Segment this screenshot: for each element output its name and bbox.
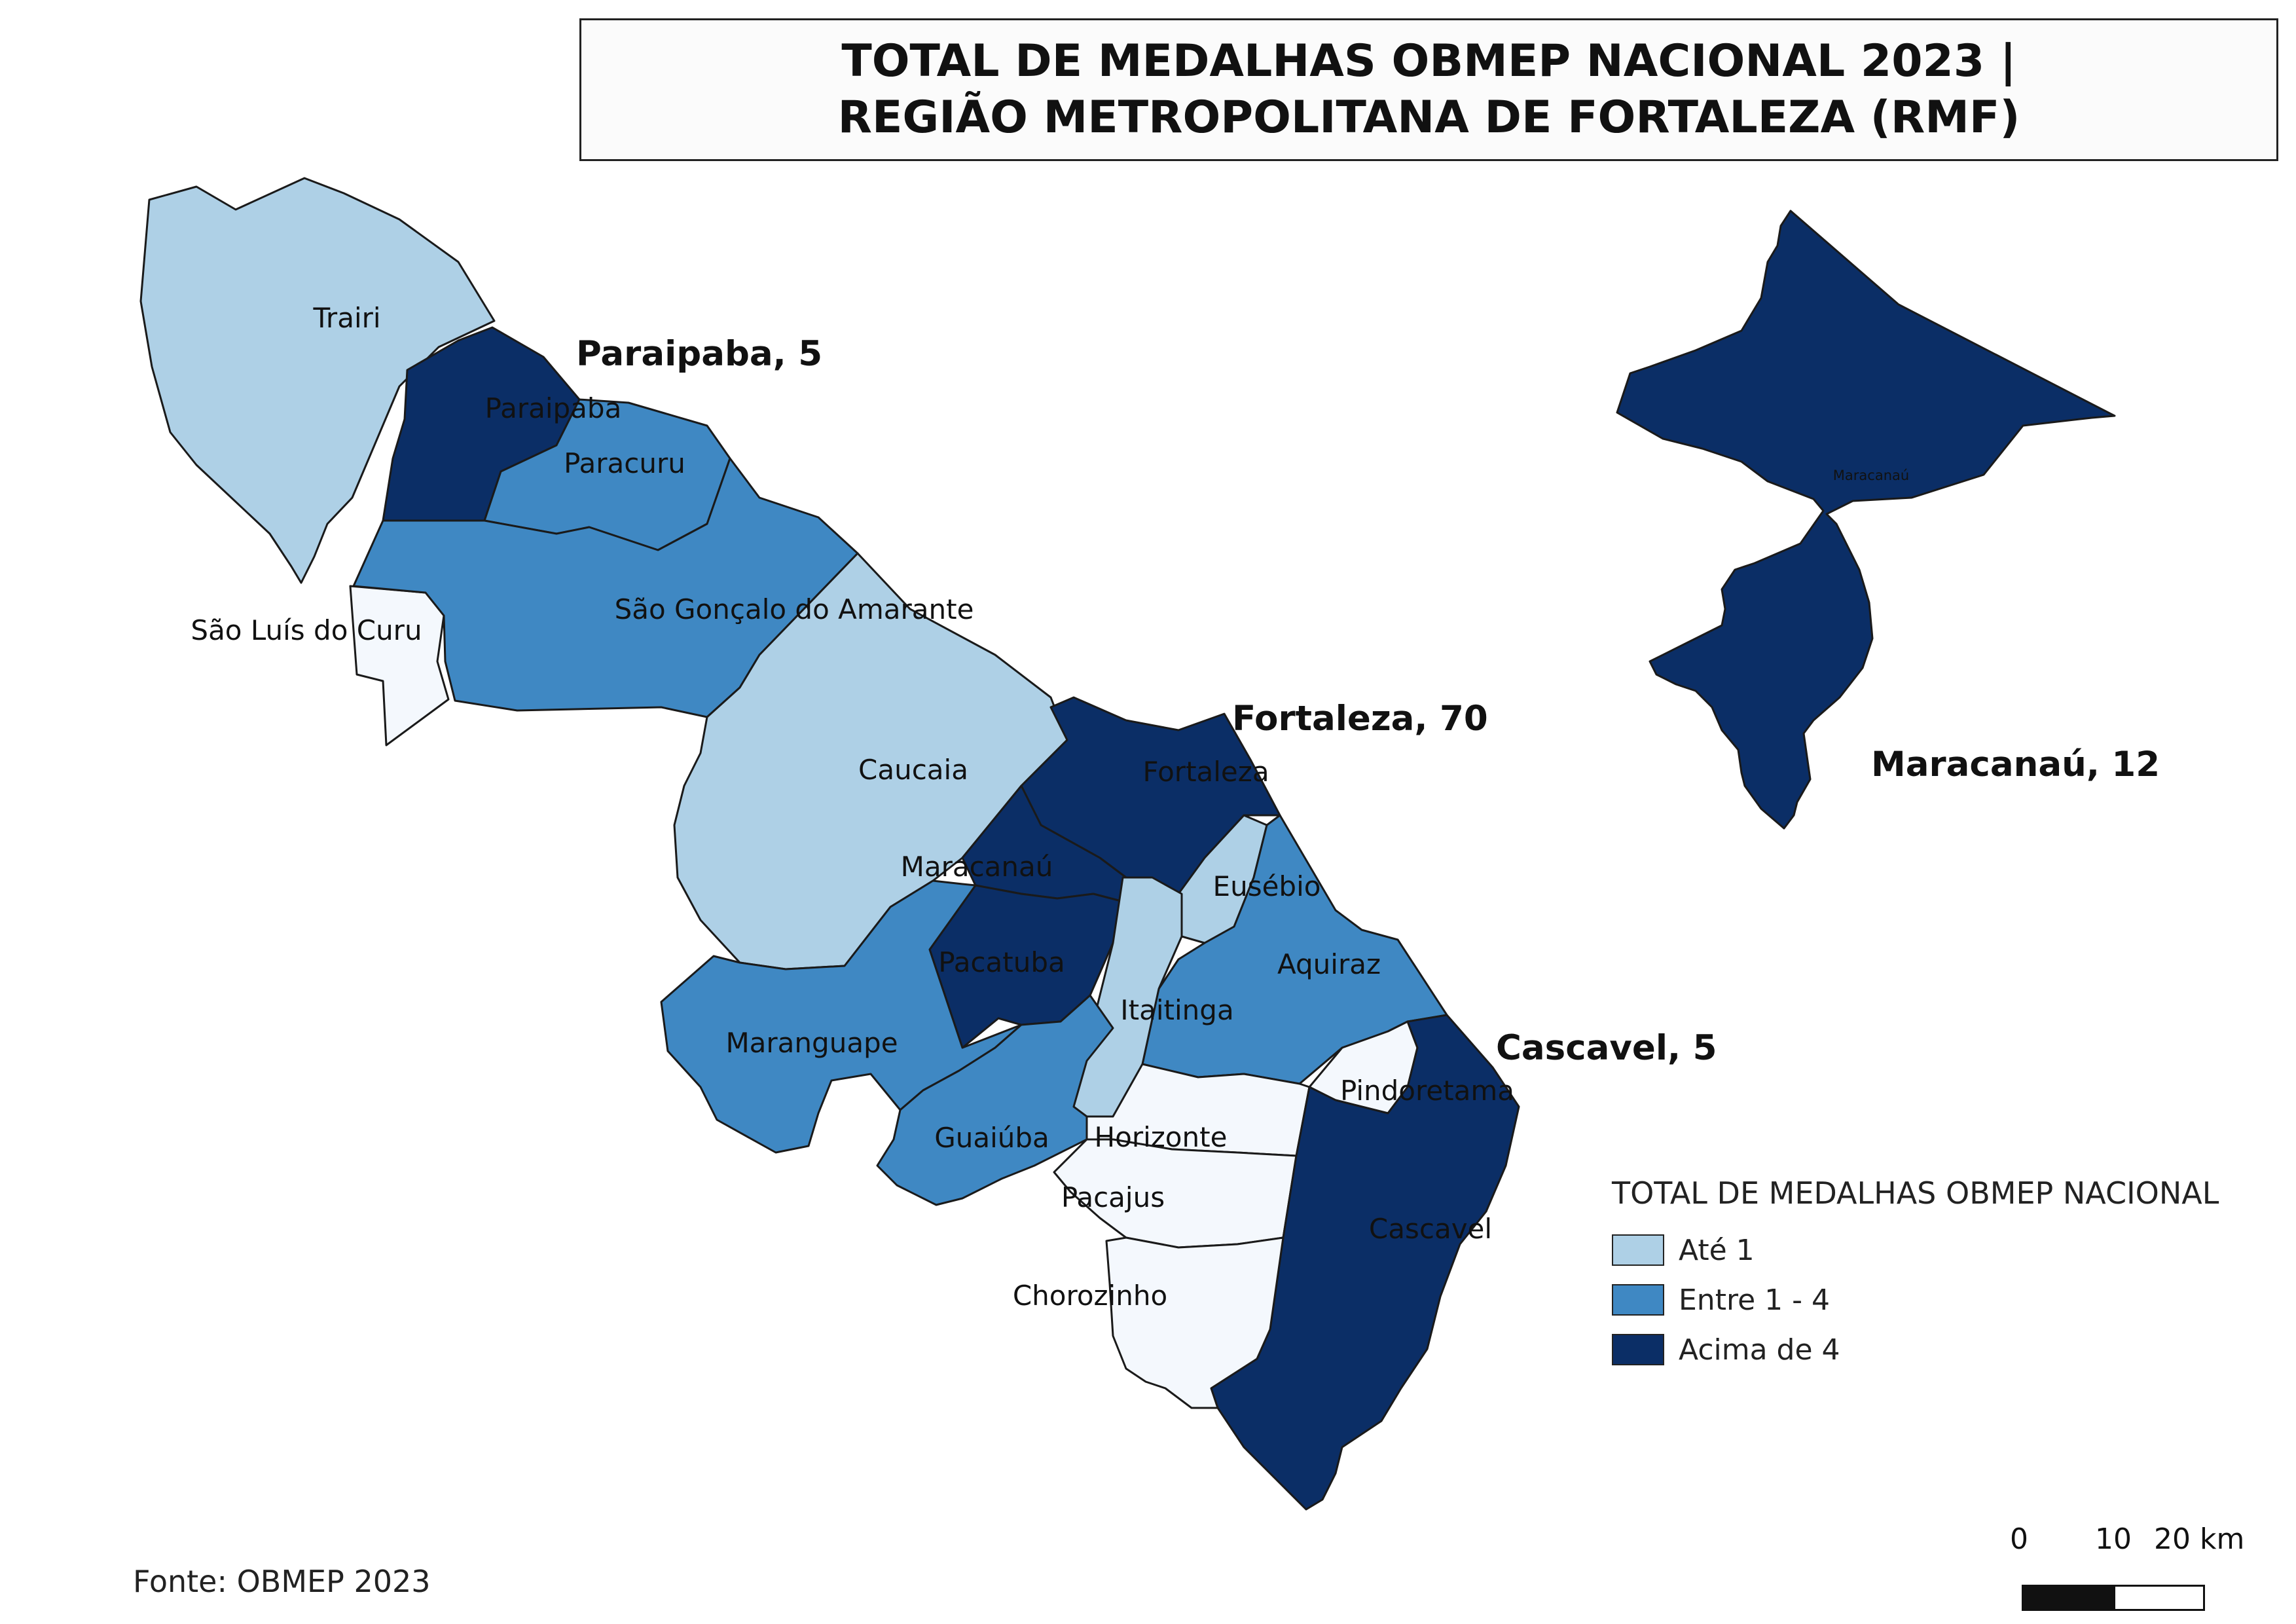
legend-swatch-acima-4: [1612, 1334, 1664, 1365]
label-pacajus: Pacajus: [1061, 1181, 1165, 1213]
legend: TOTAL DE MEDALHAS OBMEP NACIONAL Até 1 E…: [1612, 1175, 2219, 1375]
scale-label-10: 10: [2095, 1522, 2132, 1556]
inset-map-maracanau: Maracanaú: [1616, 210, 2116, 830]
label-guaiuba: Guaiúba: [934, 1122, 1049, 1154]
label-chorozinho: Chorozinho: [1013, 1280, 1167, 1312]
label-maracanau: Maracanaú: [901, 851, 1053, 883]
municipality-layer: [139, 177, 1520, 1511]
highlight-maracanau: Maracanaú, 12: [1871, 745, 2160, 784]
municipality-trairi[interactable]: [139, 177, 496, 584]
scale-bar: 0 10 20 km: [2010, 1522, 2244, 1611]
label-trairi: Trairi: [312, 302, 380, 334]
label-paracuru: Paracuru: [564, 447, 685, 479]
label-pacatuba: Pacatuba: [938, 946, 1065, 978]
title-box: TOTAL DE MEDALHAS OBMEP NACIONAL 2023 | …: [579, 18, 2278, 161]
label-pindoretama: Pindoretama: [1340, 1075, 1514, 1107]
legend-label-ate-1: Até 1: [1679, 1233, 1755, 1267]
label-fortaleza: Fortaleza: [1142, 756, 1269, 788]
legend-swatch-ate-1: [1612, 1234, 1664, 1266]
scale-label-0: 0: [2010, 1522, 2028, 1556]
municipality-sao-luis-do-curu[interactable]: [349, 585, 450, 747]
scale-bar-white: [2113, 1585, 2205, 1611]
scale-bar-black: [2022, 1585, 2113, 1611]
legend-title: TOTAL DE MEDALHAS OBMEP NACIONAL: [1612, 1175, 2219, 1211]
inset-maracanau-shape[interactable]: [1616, 210, 2116, 830]
label-sao-goncalo-do-amarante: São Gonçalo do Amarante: [615, 593, 974, 625]
source-note: Fonte: OBMEP 2023: [133, 1564, 431, 1599]
label-aquiraz: Aquiraz: [1277, 948, 1381, 980]
municipality-label-layer: Trairi Paraipaba Paracuru São Luís do Cu…: [191, 302, 1514, 1312]
legend-swatch-entre-1-4: [1612, 1284, 1664, 1316]
label-eusebio: Eusébio: [1213, 870, 1321, 902]
legend-label-entre-1-4: Entre 1 - 4: [1679, 1283, 1830, 1317]
highlight-label-layer: Paraipaba, 5 Fortaleza, 70 Cascavel, 5 M…: [576, 334, 2160, 1068]
label-caucaia: Caucaia: [858, 754, 968, 786]
label-horizonte: Horizonte: [1095, 1121, 1228, 1153]
label-itaitinga: Itaitinga: [1120, 994, 1233, 1026]
scale-label-20: 20 km: [2154, 1522, 2245, 1556]
label-paraipaba: Paraipaba: [485, 392, 622, 424]
municipality-cascavel[interactable]: [1210, 1014, 1520, 1511]
label-cascavel: Cascavel: [1369, 1213, 1492, 1245]
highlight-cascavel: Cascavel, 5: [1496, 1028, 1717, 1068]
highlight-paraipaba: Paraipaba, 5: [576, 334, 822, 374]
map-title: TOTAL DE MEDALHAS OBMEP NACIONAL 2023 | …: [837, 35, 2020, 143]
highlight-fortaleza: Fortaleza, 70: [1232, 699, 1488, 739]
legend-item-ate-1: Até 1: [1612, 1225, 2219, 1275]
municipality-chorozinho[interactable]: [1105, 1236, 1285, 1409]
legend-item-acima-4: Acima de 4: [1612, 1325, 2219, 1375]
inset-label: Maracanaú: [1833, 468, 1909, 483]
label-sao-luis-do-curu: São Luís do Curu: [191, 614, 422, 646]
legend-item-entre-1-4: Entre 1 - 4: [1612, 1275, 2219, 1325]
legend-label-acima-4: Acima de 4: [1679, 1333, 1840, 1367]
label-maranguape: Maranguape: [725, 1027, 898, 1059]
